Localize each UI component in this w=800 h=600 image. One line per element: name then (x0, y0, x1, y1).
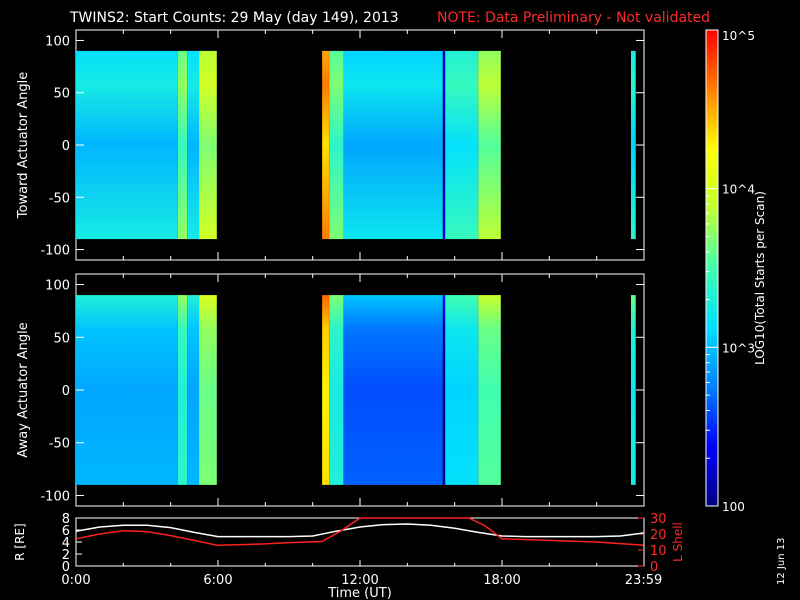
y-tick-label: 100 (45, 34, 70, 49)
toward-axis-ticks: 100 50 0 -50 -100 (40, 30, 645, 260)
heatmap-band (322, 50, 330, 240)
colorbar-tick-label: 10^5 (722, 29, 755, 43)
lshell-ylabel: L Shell (671, 522, 685, 562)
time-tick-label: 12:00 (341, 573, 378, 588)
heatmap-band (329, 295, 344, 485)
colorbar: 100 10^3 10^4 10^5 LOG10(Total Starts per S… (705, 29, 767, 514)
lshell-series-line (75, 517, 644, 546)
heatmap-band (445, 50, 479, 240)
heatmap-band (442, 295, 446, 485)
colorbar-ticks: 100 10^3 10^4 10^5 (706, 29, 755, 514)
preliminary-note: NOTE: Data Preliminary - Not validated (437, 10, 710, 26)
lshell-tick-label: 10 (650, 544, 667, 559)
y-tick-label: -50 (49, 191, 70, 206)
away-axis-ticks: 100 50 0 -50 -100 (40, 274, 645, 506)
colorbar-tick-label: 10^3 (722, 341, 755, 355)
heatmap-band (322, 295, 330, 485)
y-tick-label: -50 (49, 437, 70, 452)
toward-ylabel: Toward Actuator Angle (16, 72, 31, 219)
heatmap-band (177, 295, 188, 485)
heatmap-band (76, 295, 178, 485)
heatmap-band (630, 50, 636, 240)
heatmap-band (442, 50, 446, 240)
heatmap-band (177, 50, 188, 240)
r-tick-label: 4 (62, 536, 70, 551)
heatmap-band (343, 50, 443, 240)
heatmap-band (343, 295, 443, 485)
y-tick-label: 100 (45, 279, 70, 294)
colorbar-tick-label: 10^4 (722, 183, 755, 197)
heatmap-band (76, 50, 178, 240)
r-tick-label: 6 (62, 524, 70, 539)
heatmap-band (478, 295, 501, 485)
y-tick-label: -100 (40, 489, 70, 504)
lshell-tick-label: 20 (650, 528, 667, 543)
r-tick-label: 2 (62, 548, 70, 563)
r-tick-label: 0 (62, 560, 70, 575)
heatmap-band (445, 295, 479, 485)
away-ylabel: Away Actuator Angle (16, 322, 31, 457)
y-tick-label: 0 (62, 384, 70, 399)
colorbar-label: LOG10(Total Starts per Scan) (753, 191, 767, 365)
r-series-line (75, 523, 644, 538)
heatmap-band (199, 50, 217, 240)
time-tick-label: 23:59 (625, 573, 662, 588)
chart-title: TWINS2: Start Counts: 29 May (day 149), … (69, 10, 399, 26)
toward-angle-panel: 100 50 0 -50 -100 Toward Actuator Angle (16, 29, 645, 261)
date-stamp: 12 Jun 13 (776, 538, 787, 585)
y-tick-label: 0 (62, 139, 70, 154)
y-tick-label: -100 (40, 244, 70, 259)
r-tick-label: 8 (62, 512, 70, 527)
lshell-tick-label: 30 (650, 512, 667, 527)
colorbar-gradient (706, 30, 718, 506)
heatmap-band (187, 50, 200, 240)
heatmap-band (199, 295, 217, 485)
heatmap-band (478, 50, 501, 240)
y-tick-label: 50 (53, 87, 70, 102)
lshell-tick-label: 0 (650, 560, 658, 575)
heatmap-band (630, 295, 636, 485)
time-tick-label: 18:00 (483, 573, 520, 588)
heatmap-band (187, 295, 200, 485)
away-angle-panel: 100 50 0 -50 -100 Away Actuator Angle (16, 273, 645, 507)
colorbar-tick-label: 100 (722, 500, 745, 514)
away-heatmap (76, 295, 636, 485)
toward-heatmap (76, 50, 636, 240)
orbit-panel-frame (75, 517, 645, 567)
time-xlabel: Time (UT) (327, 586, 392, 600)
time-tick-label: 0:00 (61, 573, 90, 588)
heatmap-band (329, 50, 344, 240)
y-tick-label: 50 (53, 331, 70, 346)
r-ylabel: R [RE] (13, 523, 27, 560)
time-tick-label: 6:00 (203, 573, 232, 588)
